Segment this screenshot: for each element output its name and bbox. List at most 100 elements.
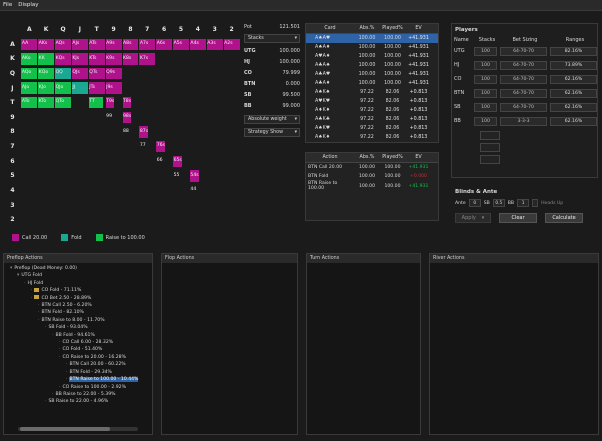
bb-input[interactable]: 1	[517, 199, 530, 207]
tree-node[interactable]: · BTN Call 2.50 - 6.20%	[4, 302, 152, 309]
hand-cell[interactable]: QJs	[71, 67, 88, 80]
expand-icon[interactable]: ▾	[17, 273, 20, 279]
hand-cell[interactable]: A2s	[223, 38, 240, 51]
hand-cell[interactable]	[173, 141, 189, 152]
hand-cell[interactable]	[207, 112, 223, 123]
hand-cell[interactable]	[38, 199, 54, 210]
hand-cell[interactable]	[139, 156, 155, 167]
hand-cell[interactable]	[173, 68, 189, 79]
card-row[interactable]: A♠A♥ 100.00 100.00 +41.931	[306, 34, 438, 43]
hand-cell[interactable]: K8s	[122, 53, 139, 65]
tree-node[interactable]: · BTN Raise to 100.00 - 10.44%	[4, 376, 152, 383]
tree-node[interactable]: · BTN Fold - 29.34%	[4, 369, 152, 376]
col-played[interactable]: Played%	[382, 26, 403, 31]
tree-node[interactable]: ▾ UTG Fold	[4, 272, 152, 279]
hand-cell[interactable]	[106, 156, 122, 167]
scrollbar-thumb[interactable]	[20, 427, 110, 431]
card-row[interactable]: A♠K♥ 97.22 82.06 +0.813	[306, 124, 438, 133]
stack-input[interactable]: 100	[474, 88, 497, 98]
stack-input[interactable]: 100	[474, 60, 497, 70]
hand-cell[interactable]	[224, 126, 240, 137]
hand-cell[interactable]	[224, 53, 240, 64]
tree-node[interactable]: · SB Raise to 22.00 - 4.96%	[4, 398, 152, 405]
hand-cell[interactable]: A9s	[105, 38, 122, 51]
hand-cell[interactable]	[89, 156, 105, 167]
bet-sizing-input[interactable]: 64-70-70	[500, 46, 547, 56]
hand-cell[interactable]	[207, 156, 223, 167]
hand-cell[interactable]: ATo	[21, 97, 38, 109]
hand-cell[interactable]: A8s	[122, 38, 139, 51]
bet-sizing-input[interactable]: 64-70-70	[500, 74, 547, 84]
hand-cell[interactable]	[72, 141, 88, 152]
hand-cell[interactable]	[21, 112, 37, 123]
hand-cell[interactable]	[72, 214, 88, 225]
hand-cell[interactable]	[72, 126, 88, 137]
hand-cell[interactable]	[55, 170, 71, 181]
hand-cell[interactable]	[190, 82, 206, 93]
legend-call[interactable]: Call 20.00	[12, 234, 47, 241]
hand-cell[interactable]	[139, 214, 155, 225]
strategy-dropdown[interactable]: Strategy Show ▾	[244, 128, 300, 137]
hand-cell[interactable]	[173, 126, 189, 137]
expand-icon[interactable]: ▾	[10, 266, 13, 271]
hand-cell[interactable]	[123, 141, 139, 152]
empty-slot[interactable]	[480, 143, 500, 152]
hand-cell[interactable]	[123, 68, 139, 79]
stack-input[interactable]: 100	[474, 102, 497, 112]
hand-cell[interactable]	[89, 112, 105, 123]
hand-cell[interactable]: QQ	[55, 67, 71, 80]
hand-cell[interactable]	[173, 53, 189, 64]
hand-cell[interactable]	[106, 214, 122, 225]
hand-cell[interactable]	[207, 53, 223, 64]
hand-cell[interactable]	[72, 156, 88, 167]
hand-cell[interactable]	[38, 112, 54, 123]
card-row[interactable]: A♠K♦ 97.22 82.06 +0.813	[306, 133, 438, 142]
hand-cell[interactable]: KK	[38, 53, 55, 65]
hand-cell[interactable]	[190, 53, 206, 64]
hand-cell[interactable]: 55	[173, 170, 189, 181]
hand-cell[interactable]	[21, 126, 37, 137]
hand-cell[interactable]	[139, 112, 155, 123]
action-row[interactable]: BTN Raise to 100.00 100.00 100.00 +41.931	[306, 181, 438, 191]
hand-cell[interactable]	[139, 97, 155, 108]
hand-cell[interactable]	[224, 68, 240, 79]
tree-node[interactable]: ▾ Preflop (Dead Money: 0.00)	[4, 265, 152, 272]
hand-cell[interactable]	[207, 185, 223, 196]
tree-node[interactable]: · CO Bet 2.50 - 28.89%	[4, 295, 152, 302]
hand-cell[interactable]	[173, 214, 189, 225]
tree-node[interactable]: · BB Fold - 94.61%	[4, 332, 152, 339]
hand-cell[interactable]	[224, 82, 240, 93]
hand-cell[interactable]	[72, 112, 88, 123]
hand-cell[interactable]: 77	[139, 141, 155, 152]
hand-cell[interactable]	[190, 199, 206, 210]
hand-cell[interactable]	[106, 141, 122, 152]
hand-cell[interactable]: A3s	[206, 38, 223, 51]
hand-cell[interactable]: QJo	[55, 82, 71, 94]
card-row[interactable]: A♣A♠ 100.00 100.00 +41.931	[306, 61, 438, 70]
hand-cell[interactable]	[89, 199, 105, 210]
hand-cell[interactable]	[89, 126, 105, 137]
hand-cell[interactable]	[224, 112, 240, 123]
hand-cell[interactable]	[89, 214, 105, 225]
hand-cell[interactable]: 87s	[139, 126, 155, 138]
hand-cell[interactable]: AKs	[38, 38, 55, 51]
apply-button[interactable]: Apply ▾	[455, 213, 491, 223]
hand-cell[interactable]	[156, 68, 172, 79]
hand-cell[interactable]	[156, 112, 172, 123]
legend-raise[interactable]: Raise to 100.00	[95, 234, 145, 241]
hand-cell[interactable]: A5s	[173, 38, 189, 51]
hand-cell[interactable]	[207, 170, 223, 181]
hand-cell[interactable]: T8s	[122, 97, 139, 109]
hand-cell[interactable]	[173, 112, 189, 123]
hand-cell[interactable]: 44	[190, 185, 206, 196]
range-input[interactable]: 73.89%	[550, 60, 597, 70]
hand-cell[interactable]	[21, 170, 37, 181]
hand-cell[interactable]	[190, 112, 206, 123]
hand-cell[interactable]	[21, 185, 37, 196]
hand-cell[interactable]: A6s	[156, 38, 173, 51]
bet-sizing-input[interactable]: 64-70-70	[500, 88, 547, 98]
tree-node[interactable]: · CO Raise to 100.00 - 2.92%	[4, 384, 152, 391]
tree-node[interactable]: · SB Fold - 93.04%	[4, 324, 152, 331]
hand-cell[interactable]	[190, 214, 206, 225]
hand-cell[interactable]	[123, 185, 139, 196]
